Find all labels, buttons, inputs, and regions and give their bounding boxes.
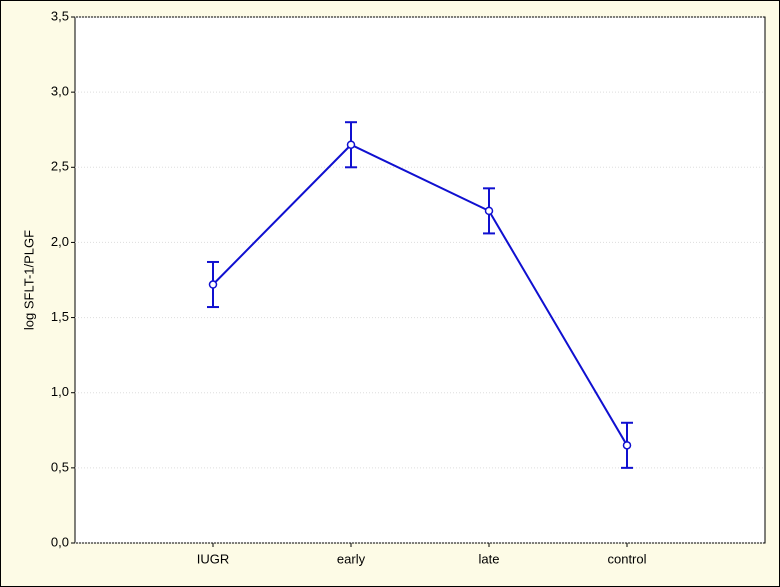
line [212, 143, 628, 446]
y-tick-label: 3,5 [51, 8, 69, 23]
y-tick-label: 0,5 [51, 459, 69, 474]
y-axis-label: log SFLT-1/PLGF [21, 230, 36, 330]
y-tick-label: 2,5 [51, 159, 69, 174]
marker [346, 140, 356, 149]
y-tick-label: 1,5 [51, 309, 69, 324]
y-tick-label: 1,0 [51, 384, 69, 399]
plot-area [74, 16, 766, 544]
marker [208, 280, 218, 289]
marker [484, 206, 494, 216]
y-tick-label: 3,0 [51, 84, 69, 99]
y-tick-label: 0,0 [51, 534, 69, 549]
x-tick-label: control [607, 551, 646, 566]
marker [622, 441, 632, 450]
y-tick-label: 2,0 [51, 234, 69, 249]
x-tick-label: late [479, 551, 500, 566]
x-tick-label: early [337, 551, 366, 566]
x-tick-label: IUGR [197, 551, 230, 566]
